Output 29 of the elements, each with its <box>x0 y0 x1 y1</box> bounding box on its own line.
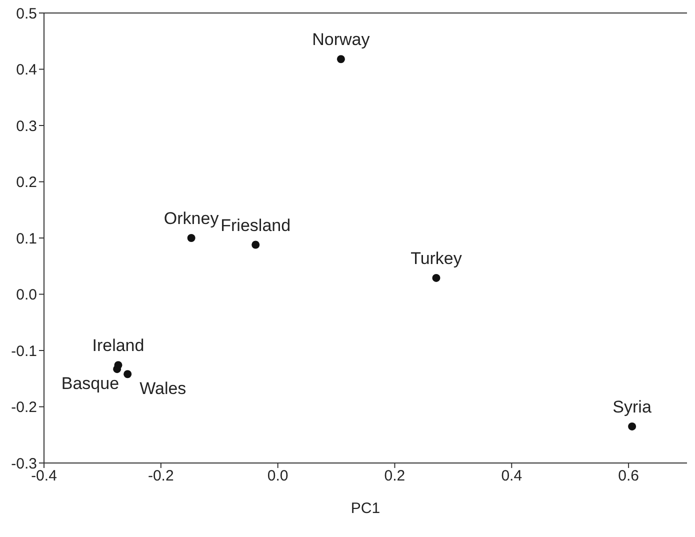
annotation: Turkey <box>410 248 462 268</box>
y-tick-label: 0.4 <box>16 62 37 79</box>
point <box>113 365 122 374</box>
point <box>252 240 260 249</box>
y-tick-label: 0.2 <box>16 174 37 192</box>
point <box>432 274 440 282</box>
annotation: Syria <box>612 397 652 416</box>
x-tick-label: 0.4 <box>501 468 522 485</box>
point <box>336 55 345 64</box>
y-tick-label: 0.3 <box>16 118 37 135</box>
y-tick-label: -0.2 <box>11 399 37 416</box>
point <box>628 422 636 430</box>
x-tick-label: -0.2 <box>148 468 174 485</box>
annotation: Friesland <box>220 216 291 235</box>
annotation: Wales <box>140 379 186 398</box>
annotation: Orkney <box>164 209 220 228</box>
x-tick-label: 0.6 <box>618 468 639 485</box>
y-tick-label: -0.1 <box>11 342 37 360</box>
point <box>187 234 196 242</box>
x-axis-title: PC1 <box>350 500 380 517</box>
y-tick-label: 0.5 <box>16 5 37 22</box>
x-tick-label: 0.2 <box>384 468 406 485</box>
y-tick-label: 0.1 <box>16 230 37 248</box>
x-tick-label: 0.0 <box>267 468 288 485</box>
point <box>124 370 132 378</box>
annotation: Basque <box>61 374 120 394</box>
y-tick-label: 0.0 <box>16 286 37 304</box>
annotation: Ireland <box>92 336 144 356</box>
annotation: Norway <box>312 30 370 50</box>
